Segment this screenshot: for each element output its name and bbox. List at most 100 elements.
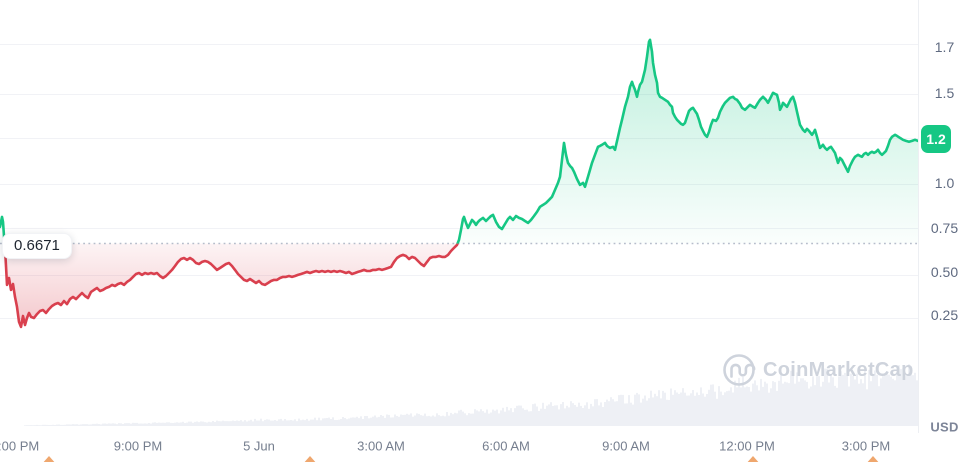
volume-bar — [844, 372, 846, 426]
volume-bar — [860, 379, 862, 426]
volume-bar — [120, 423, 122, 426]
volume-bar — [408, 414, 410, 426]
volume-bar — [50, 425, 52, 426]
volume-bar — [426, 416, 428, 426]
volume-bar — [570, 401, 572, 426]
volume-bar — [596, 399, 598, 426]
volume-bar — [154, 422, 156, 426]
volume-bar — [706, 394, 708, 426]
volume-bar — [78, 424, 80, 426]
volume-bar — [612, 399, 614, 426]
gridlines — [0, 44, 918, 319]
volume-bar — [114, 423, 116, 426]
volume-bar — [790, 370, 792, 426]
volume-bar — [588, 408, 590, 426]
volume-bar — [258, 420, 260, 426]
volume-bar — [36, 424, 38, 426]
y-tick-label: 1.5 — [934, 85, 955, 101]
volume-bar — [126, 423, 128, 426]
volume-bar — [48, 425, 50, 426]
volume-bar — [836, 387, 838, 426]
volume-bar — [586, 402, 588, 426]
volume-bar — [376, 417, 378, 426]
volume-bar — [756, 385, 758, 426]
volume-bar — [366, 416, 368, 426]
volume-bar — [902, 368, 904, 426]
volume-bar — [92, 423, 94, 426]
volume-bar — [184, 423, 186, 426]
volume-bar — [396, 416, 398, 426]
volume-bar — [322, 418, 324, 426]
volume-bar — [720, 391, 722, 426]
volume-bar — [558, 409, 560, 426]
volume-bar — [110, 423, 112, 426]
volume-bar — [592, 406, 594, 426]
volume-bar — [712, 384, 714, 426]
volume-bar — [348, 418, 350, 426]
y-axis-unit-label: USD — [930, 419, 959, 435]
volume-bar — [542, 402, 544, 426]
volume-bar — [898, 365, 900, 426]
volume-bar — [256, 420, 258, 426]
volume-bar — [748, 387, 750, 426]
volume-bar — [346, 419, 348, 426]
x-tick-label: 3:00 AM — [357, 438, 405, 454]
x-tick-label: 12:00 PM — [719, 438, 775, 454]
volume-bar — [304, 420, 306, 426]
volume-bar — [582, 408, 584, 426]
volume-bar — [806, 381, 808, 426]
volume-bar — [640, 402, 642, 426]
volume-bar — [394, 414, 396, 426]
volume-bar — [286, 420, 288, 426]
volume-bar — [552, 406, 554, 426]
volume-bar — [438, 415, 440, 426]
volume-bar — [882, 376, 884, 426]
y-tick-label: 0.50 — [930, 264, 959, 280]
volume-bar — [412, 416, 414, 426]
volume-bar — [200, 421, 202, 426]
volume-bar — [66, 424, 68, 426]
volume-bar — [718, 386, 720, 426]
volume-bar — [530, 411, 532, 426]
volume-bar — [674, 390, 676, 426]
volume-bar — [474, 409, 476, 426]
baseline-price-label: 0.6671 — [2, 233, 72, 259]
volume-bar — [204, 422, 206, 426]
volume-bar — [722, 395, 724, 426]
volume-bar — [320, 420, 322, 426]
watermark: CoinMarketCap — [722, 353, 914, 387]
volume-bar — [702, 393, 704, 426]
volume-bar — [446, 412, 448, 426]
volume-bar — [218, 421, 220, 426]
volume-bar — [166, 422, 168, 426]
volume-bar — [90, 424, 92, 426]
volume-bar — [752, 383, 754, 426]
volume-bar — [266, 419, 268, 426]
volume-bar — [868, 369, 870, 426]
volume-bar — [334, 420, 336, 426]
volume-bar — [234, 421, 236, 426]
volume-bar — [846, 368, 848, 426]
volume-bar — [670, 388, 672, 426]
volume-bar — [708, 389, 710, 426]
volume-bar — [260, 418, 262, 426]
volume-bar — [448, 415, 450, 426]
volume-bar — [416, 413, 418, 426]
volume-bar — [764, 381, 766, 426]
volume-bar — [734, 380, 736, 426]
volume-bar — [402, 414, 404, 426]
volume-bar — [148, 423, 150, 426]
volume-bar — [694, 395, 696, 426]
volume-bar — [822, 381, 824, 426]
volume-bar — [418, 413, 420, 426]
volume-bar — [342, 417, 344, 426]
volume-bar — [32, 425, 34, 426]
volume-bar — [620, 394, 622, 426]
volume-bar — [654, 393, 656, 426]
volume-bar — [228, 421, 230, 426]
volume-bar — [598, 405, 600, 426]
x-tick-label: 5 Jun — [243, 438, 275, 454]
volume-bar — [486, 409, 488, 426]
volume-bar — [564, 408, 566, 426]
